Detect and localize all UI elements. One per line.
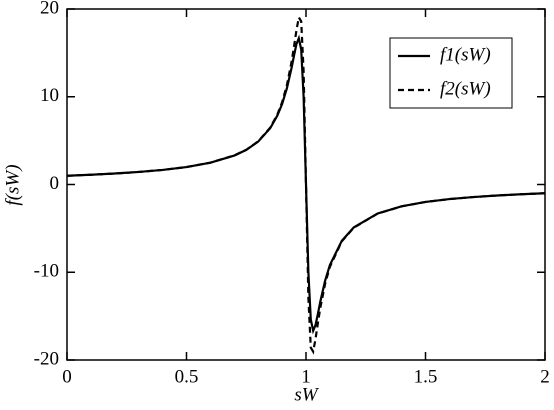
legend-box	[389, 37, 513, 109]
x-tick-label: 1.5	[414, 366, 438, 387]
legend-label: f2(sW)	[440, 78, 491, 99]
x-tick-label: 0.5	[175, 366, 199, 387]
x-tick-label: 2	[540, 366, 550, 387]
x-axis-label: sW	[294, 384, 319, 405]
y-tick-label: 10	[40, 85, 59, 106]
line-series	[66, 14, 546, 355]
legend-label: f1(sW)	[440, 44, 491, 65]
y-tick-label: 0	[50, 173, 60, 194]
x-tick-label: 0	[62, 366, 72, 387]
y-tick-label: -20	[34, 348, 59, 369]
y-axis-label: f(sW)	[2, 164, 23, 205]
y-tick-label: 20	[40, 0, 59, 18]
y-tick-label: -10	[34, 261, 59, 282]
x-tick-label: 1	[301, 366, 311, 387]
